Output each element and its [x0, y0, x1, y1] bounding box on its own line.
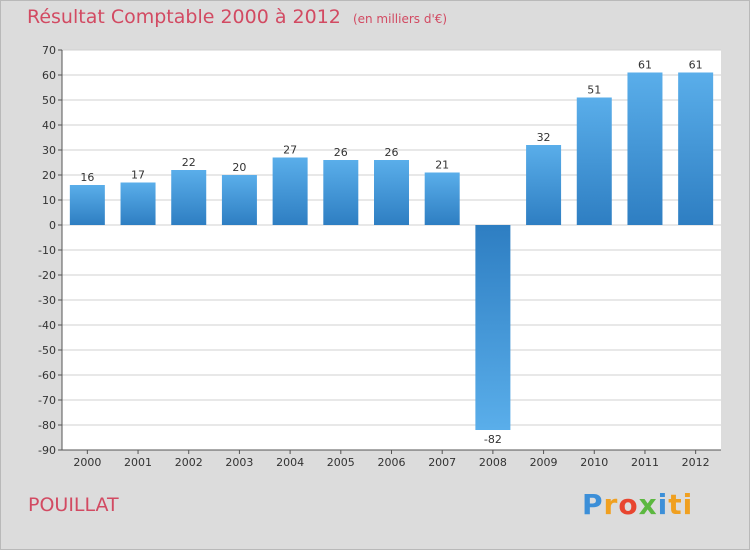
y-tick-label: -10 [38, 244, 56, 257]
logo-letter: o [618, 488, 639, 521]
y-tick-label: -60 [38, 369, 56, 382]
x-tick-label: 2004 [276, 456, 304, 469]
bar [475, 225, 511, 430]
y-tick-label: -70 [38, 394, 56, 407]
x-tick-label: 2001 [124, 456, 152, 469]
x-tick-label: 2010 [580, 456, 608, 469]
y-tick-label: 10 [42, 194, 56, 207]
data-label: 32 [537, 131, 551, 144]
bar [323, 160, 359, 225]
x-tick-label: 2006 [378, 456, 406, 469]
y-tick-label: 50 [42, 94, 56, 107]
y-tick-label: -50 [38, 344, 56, 357]
bar [120, 182, 156, 225]
y-tick-label: -90 [38, 444, 56, 457]
x-tick-label: 2005 [327, 456, 355, 469]
logo-letter: i [657, 488, 669, 521]
logo-letter: r [603, 488, 619, 521]
data-label: 26 [385, 146, 399, 159]
proxiti-logo: Proxiti [582, 488, 693, 521]
data-label: 26 [334, 146, 348, 159]
data-label: 16 [80, 171, 94, 184]
y-tick-label: -30 [38, 294, 56, 307]
y-tick-label: 60 [42, 69, 56, 82]
x-tick-label: 2000 [73, 456, 101, 469]
bar [627, 72, 663, 225]
bar [678, 72, 714, 225]
chart-subtitle: (en milliers d'€) [352, 12, 448, 26]
bar [272, 157, 308, 225]
data-label: 51 [587, 84, 601, 97]
y-tick-label: 70 [42, 44, 56, 57]
x-tick-label: 2002 [175, 456, 203, 469]
data-label: 20 [232, 161, 246, 174]
logo-letter: x [638, 488, 658, 521]
x-tick-label: 2007 [428, 456, 456, 469]
y-tick-label: 30 [42, 144, 56, 157]
x-tick-label: 2003 [225, 456, 253, 469]
y-tick-label: -20 [38, 269, 56, 282]
data-label: -82 [484, 433, 502, 446]
data-label: 21 [435, 159, 449, 172]
bar [526, 145, 562, 225]
logo-letter: P [582, 488, 604, 521]
x-tick-label: 2009 [530, 456, 558, 469]
data-label: 22 [182, 156, 196, 169]
x-tick-label: 2012 [682, 456, 710, 469]
y-tick-label: 20 [42, 169, 56, 182]
data-label: 27 [283, 144, 297, 157]
bar [171, 170, 207, 225]
bar [69, 185, 105, 225]
chart-title-text: Résultat Comptable 2000 à 2012 [27, 6, 341, 28]
chart-title: Résultat Comptable 2000 à 2012 (en milli… [27, 6, 447, 28]
y-tick-label: -80 [38, 419, 56, 432]
bar [374, 160, 409, 225]
bar [221, 175, 257, 225]
y-tick-label: 40 [42, 119, 56, 132]
x-tick-label: 2008 [479, 456, 507, 469]
data-label: 61 [689, 59, 703, 72]
y-tick-label: -40 [38, 319, 56, 332]
data-label: 61 [638, 59, 652, 72]
bar [576, 97, 612, 225]
x-tick-label: 2011 [631, 456, 659, 469]
logo-letter: ti [668, 488, 694, 521]
data-label: 17 [131, 169, 145, 182]
y-tick-label: 0 [49, 219, 56, 232]
commune-name: POUILLAT [28, 494, 119, 516]
bar [424, 172, 460, 225]
